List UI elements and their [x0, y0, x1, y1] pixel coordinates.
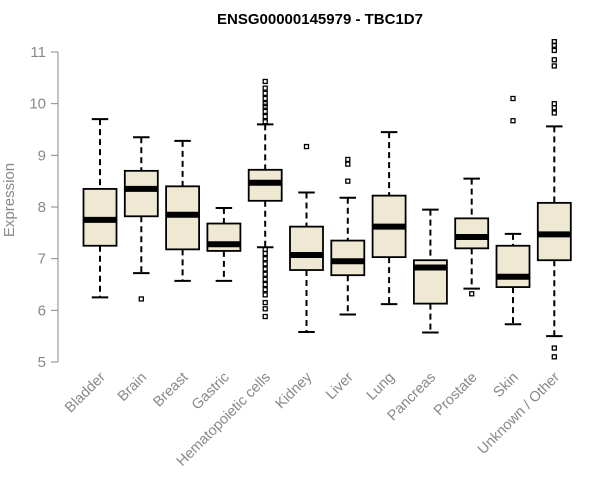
outlier-point [262, 266, 268, 272]
box-group-liver [330, 156, 366, 316]
outlier-point [262, 250, 268, 257]
outlier-point [262, 246, 268, 253]
y-tick-label: 10 [29, 96, 46, 113]
y-axis: 5 6 7 8 9 10 11 [29, 44, 59, 371]
outlier-point [345, 178, 351, 184]
iqr-box [330, 239, 366, 277]
outlier-point [510, 118, 516, 124]
box-group-hematopoietic-cells [247, 78, 283, 320]
box-group-brain [123, 136, 159, 302]
outlier-point [551, 110, 557, 116]
outlier-point [345, 156, 351, 163]
iqr-box [165, 185, 201, 251]
y-tick-label: 6 [38, 302, 46, 319]
outlier-point [262, 306, 268, 312]
outlier-point [551, 101, 557, 107]
outlier-point [262, 287, 268, 293]
iqr-box [495, 244, 531, 288]
outlier-point [262, 313, 268, 320]
x-tick-label: Breast [150, 370, 191, 411]
outlier-point [469, 291, 475, 297]
outlier-point [262, 276, 268, 282]
outlier-point [262, 101, 268, 107]
iqr-box [289, 225, 324, 271]
outlier-point [551, 105, 557, 111]
x-tick-label: Bladder [62, 369, 109, 416]
outlier-point [262, 256, 268, 262]
outlier-point [262, 261, 268, 267]
x-tick-label: Kidney [273, 369, 316, 412]
outlier-point [551, 39, 557, 45]
x-tick-label: Prostate [431, 370, 480, 419]
outlier-point [551, 47, 557, 54]
box-group-lung [371, 131, 407, 306]
outlier-point [262, 108, 268, 115]
y-tick-label: 9 [38, 147, 46, 164]
outlier-point [551, 63, 557, 69]
box-group-pancreas [412, 208, 448, 334]
y-tick-label: 8 [38, 199, 46, 216]
outlier-point [551, 57, 557, 63]
outlier-point [551, 354, 557, 360]
outlier-point [262, 95, 268, 102]
outlier-point [262, 299, 268, 306]
outlier-point [262, 78, 268, 85]
outlier-point [262, 271, 268, 277]
outlier-point [510, 95, 516, 102]
outlier-point [303, 143, 310, 150]
y-tick-label: 5 [38, 354, 46, 371]
outlier-point [262, 281, 268, 288]
iqr-box [123, 169, 159, 218]
y-tick-label: 7 [38, 251, 46, 268]
box-group-skin [495, 95, 531, 326]
x-tick-label: Brain [115, 370, 150, 405]
box-group-gastric [206, 207, 242, 282]
box-group-unknown-other [536, 39, 572, 360]
y-tick-label: 11 [30, 44, 46, 61]
outlier-point [262, 85, 268, 91]
outlier-point [262, 90, 268, 96]
x-tick-label: Skin [491, 370, 522, 401]
x-tick-label: Lung [364, 370, 398, 404]
chart-title: ENSG00000145979 - TBC1D7 [217, 11, 423, 28]
box-group-kidney [289, 143, 324, 334]
outlier-point [551, 345, 557, 351]
box-group-breast [165, 139, 201, 282]
plot-area [82, 39, 572, 360]
y-axis-label: Expression [1, 163, 18, 237]
x-tick-label: Liver [323, 369, 357, 403]
outlier-point [138, 296, 144, 302]
iqr-box [454, 217, 490, 250]
outlier-point [262, 292, 268, 298]
box-group-bladder [82, 118, 118, 299]
outlier-point [262, 119, 268, 125]
outlier-point [262, 113, 268, 120]
outlier-point [345, 161, 351, 167]
box-group-prostate [454, 177, 490, 297]
